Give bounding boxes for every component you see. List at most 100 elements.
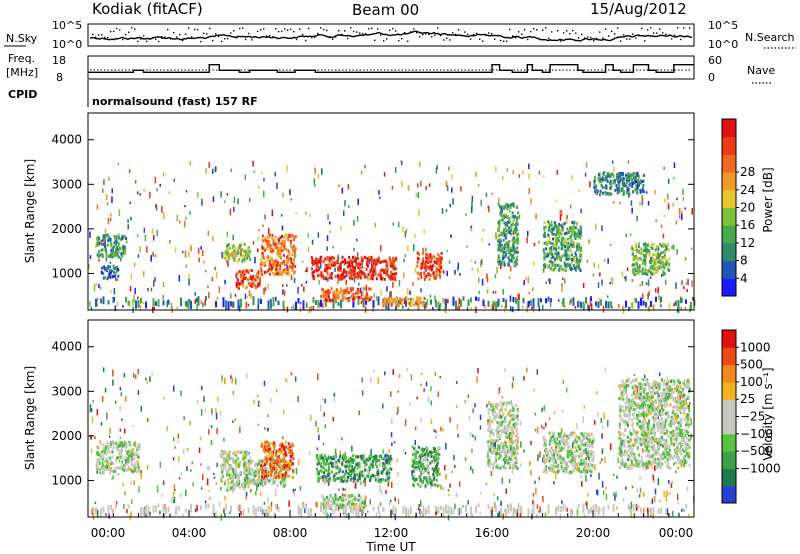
echo-cell (639, 201, 641, 206)
echo-cell (170, 302, 173, 309)
echo-cell (636, 386, 639, 393)
echo-cell (260, 482, 263, 486)
ground-echo-cell (427, 505, 430, 515)
echo-cell (560, 247, 563, 251)
echo-cell (226, 255, 229, 259)
echo-cell (690, 418, 692, 426)
ground-echo-cell (162, 504, 165, 513)
echo-cell (341, 461, 344, 465)
echo-cell (243, 277, 246, 280)
echo-cell (257, 470, 260, 474)
echo-cell (346, 261, 349, 265)
echo-cell (317, 173, 320, 180)
noise-search-point (290, 28, 292, 30)
echo-cell (435, 167, 438, 174)
noise-search-point (182, 39, 184, 42)
echo-cell (294, 488, 296, 491)
noise-search-point (560, 40, 562, 42)
echo-cell (572, 224, 575, 228)
echo-cell (264, 442, 267, 446)
echo-cell (257, 400, 260, 407)
echo-cell (212, 168, 214, 174)
echo-cell (258, 185, 260, 189)
echo-cell (285, 379, 288, 383)
echo-cell (225, 452, 228, 456)
echo-cell (655, 270, 658, 274)
echo-cell (456, 306, 458, 311)
echo-cell (111, 455, 114, 459)
echo-cell (268, 447, 271, 451)
echo-cell (143, 270, 145, 277)
echo-cell (663, 253, 666, 257)
echo-cell (225, 468, 228, 472)
echo-cell (433, 275, 436, 279)
echo-cell (578, 189, 580, 193)
echo-cell (185, 190, 188, 193)
echo-cell (145, 513, 148, 518)
echo-cell (501, 245, 504, 249)
echo-cell (511, 215, 514, 219)
ground-echo-cell (197, 296, 200, 306)
noise-search-point (347, 37, 349, 40)
echo-cell (215, 166, 217, 172)
echo-cell (394, 167, 397, 174)
echo-cell (268, 242, 271, 246)
echo-cell (275, 296, 277, 302)
echo-cell (567, 228, 570, 232)
echo-cell (440, 426, 442, 432)
echo-cell (341, 463, 344, 466)
echo-cell (219, 454, 222, 458)
echo-cell (101, 396, 104, 402)
noise-panel: N.Sky 10^5 10^0 10^5 10^0 N.Search (4, 19, 796, 51)
echo-cell (228, 247, 231, 250)
echo-cell (543, 228, 546, 232)
echo-cell (686, 486, 689, 492)
echo-cell (383, 277, 386, 281)
echo-cell (151, 228, 154, 234)
cpid-label: CPID (8, 88, 37, 101)
noise-search-point (221, 40, 223, 43)
noise-search-point (116, 27, 118, 30)
echo-cell (513, 263, 516, 267)
noise-search-point (380, 34, 382, 36)
echo-cell (283, 455, 285, 459)
echo-cell (265, 239, 268, 243)
echo-cell (589, 299, 592, 307)
echo-cell (504, 250, 507, 254)
echo-cell (108, 176, 110, 181)
ground-echo-cell (362, 300, 365, 308)
echo-cell (389, 291, 391, 298)
echo-cell (123, 469, 126, 473)
echo-cell (228, 257, 231, 261)
echo-cell (116, 301, 119, 306)
echo-cell (249, 469, 252, 473)
echo-cell (230, 475, 233, 478)
echo-cell (688, 404, 690, 408)
noise-search-point (245, 38, 247, 41)
echo-cell (516, 216, 519, 220)
echo-cell (502, 288, 504, 295)
noise-search-point (257, 30, 259, 33)
noise-search-point (551, 31, 553, 33)
echo-cell (391, 185, 394, 190)
echo-cell (642, 184, 645, 187)
echo-cell (576, 222, 579, 225)
noise-search-point (287, 29, 289, 31)
echo-cell (264, 470, 267, 474)
echo-cell (386, 262, 389, 266)
echo-cell (98, 283, 100, 289)
echo-cell (609, 179, 612, 183)
echo-cell (239, 504, 241, 510)
echo-cell (497, 248, 500, 252)
echo-cell (390, 261, 392, 265)
echo-cell (359, 287, 362, 294)
echo-cell (458, 481, 461, 487)
echo-cell (293, 491, 296, 497)
echo-cell (230, 456, 233, 460)
echo-cell (275, 449, 278, 453)
echo-cell (625, 233, 627, 238)
echo-cell (581, 481, 583, 487)
echo-cell (440, 484, 442, 490)
echo-cell (513, 228, 516, 232)
echo-cell (609, 443, 612, 451)
